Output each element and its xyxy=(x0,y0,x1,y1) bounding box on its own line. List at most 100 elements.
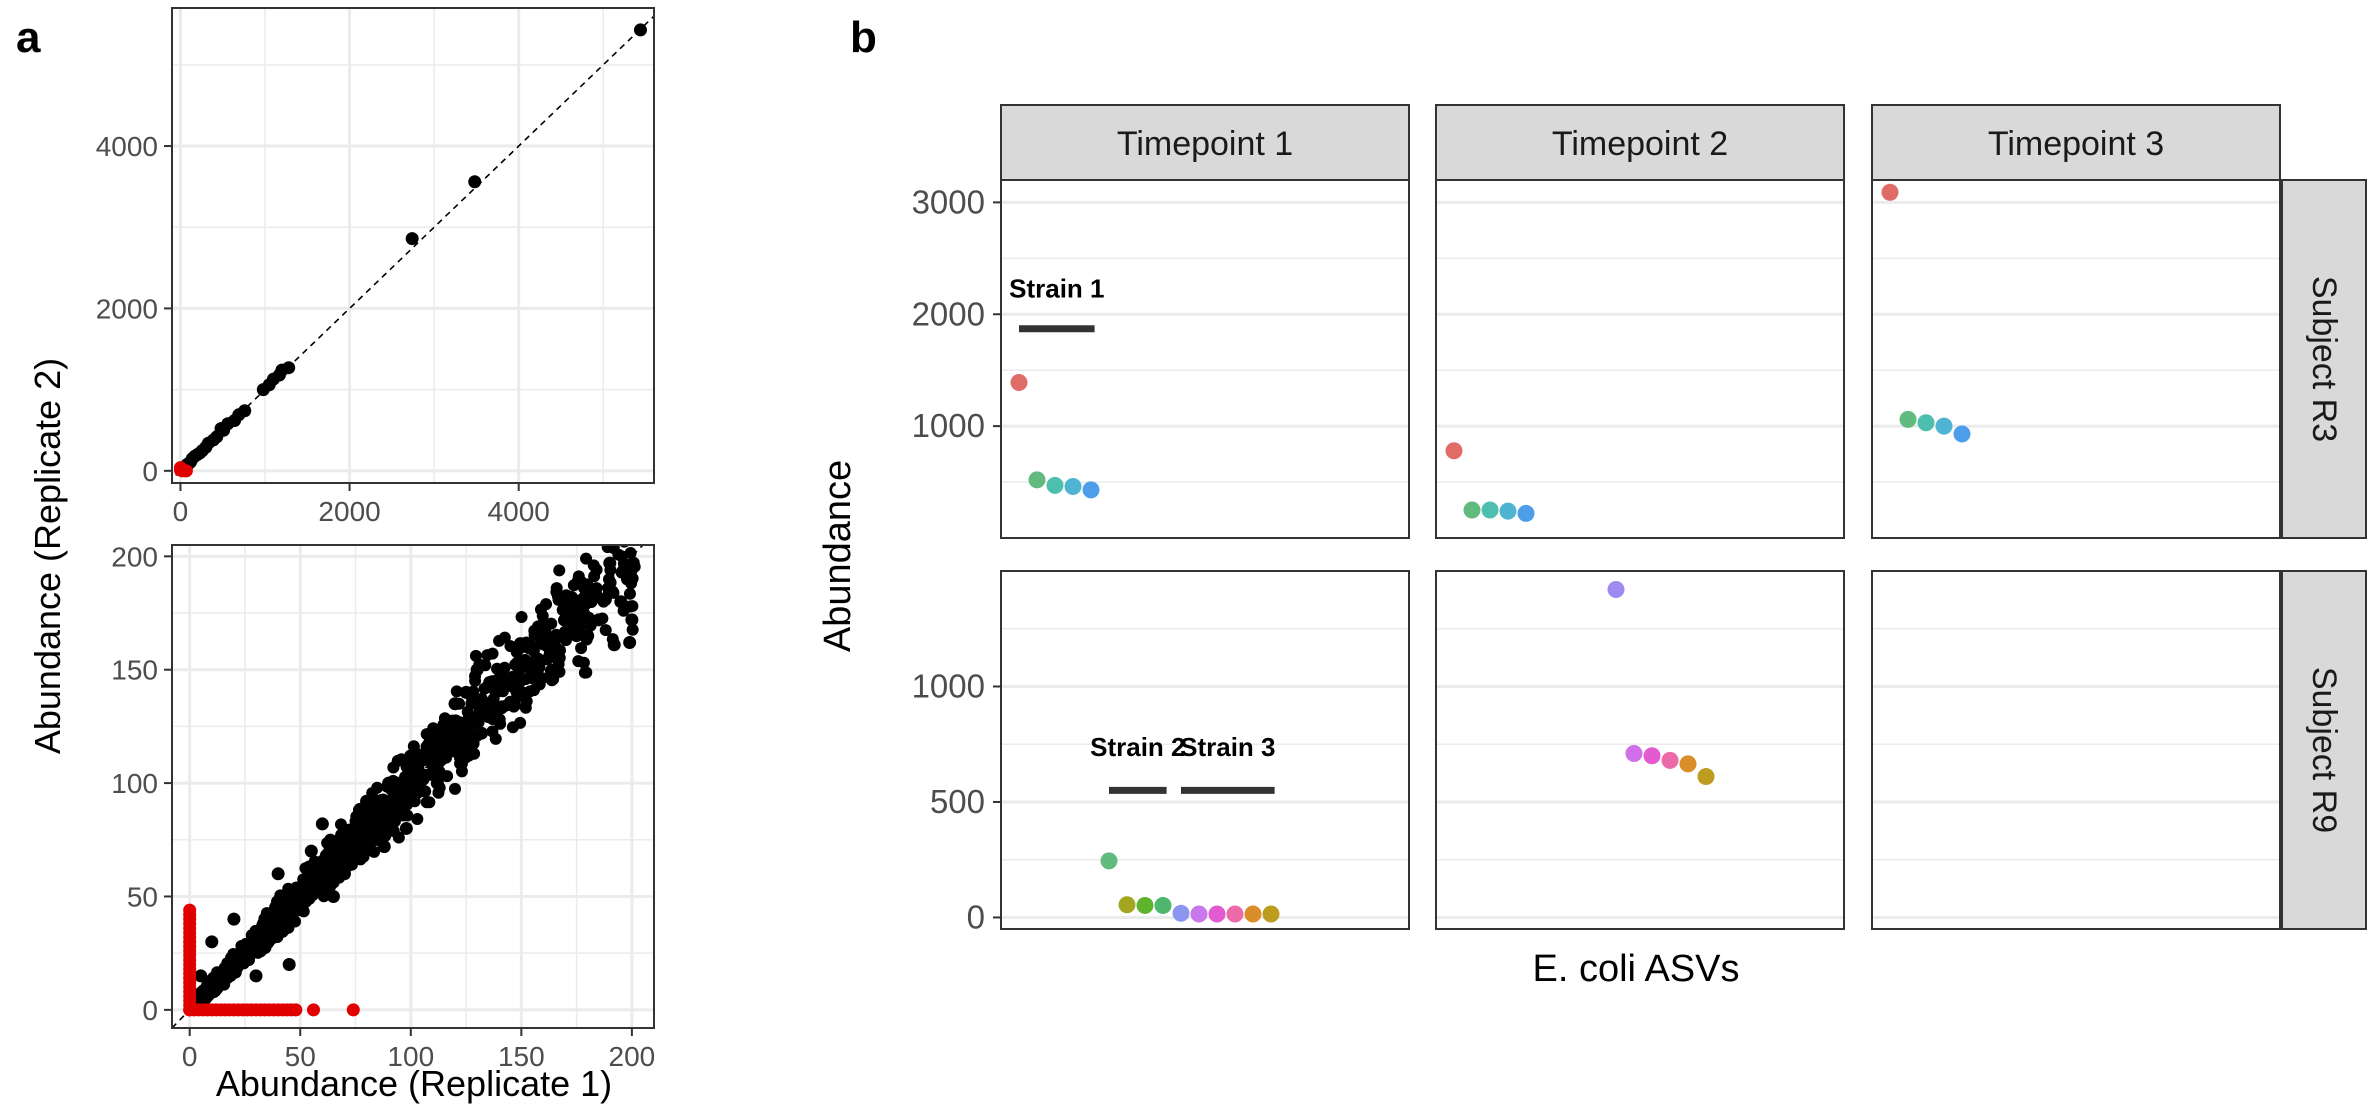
data-point xyxy=(319,873,332,886)
x-tick-label: 100 xyxy=(387,1041,434,1072)
data-point xyxy=(306,881,319,894)
data-point xyxy=(617,526,629,538)
asv-point xyxy=(1190,905,1208,923)
x-tick-label: 50 xyxy=(285,1041,316,1072)
data-point xyxy=(264,909,277,922)
facet-panel-border xyxy=(1871,570,2281,930)
asv-point xyxy=(1697,768,1715,786)
y-axis-label-b: Abundance xyxy=(817,460,859,652)
data-point xyxy=(601,545,614,554)
data-point xyxy=(490,686,503,699)
asv-point xyxy=(1481,501,1499,519)
data-point xyxy=(486,696,499,709)
data-point xyxy=(611,513,623,525)
data-point xyxy=(405,232,419,246)
asv-point xyxy=(1679,755,1697,773)
data-point xyxy=(419,785,432,798)
data-point xyxy=(290,881,303,894)
asv-point xyxy=(1935,417,1953,435)
data-point xyxy=(393,781,407,795)
data-point xyxy=(599,624,612,637)
data-point xyxy=(603,556,617,570)
row-strip xyxy=(2281,179,2367,539)
data-point xyxy=(620,487,632,499)
data-point xyxy=(308,855,321,868)
y-tick-label: 2000 xyxy=(96,293,158,324)
data-point xyxy=(534,603,547,616)
data-point xyxy=(519,701,532,714)
y-tick-label: 100 xyxy=(111,768,158,799)
asv-point xyxy=(1046,476,1064,494)
data-point xyxy=(451,720,464,733)
data-point xyxy=(194,969,208,983)
data-point xyxy=(450,685,463,698)
asv-point xyxy=(1082,481,1100,499)
x-tick-label: 2000 xyxy=(318,496,380,527)
data-point xyxy=(498,631,511,644)
data-point xyxy=(350,810,363,823)
y-tick-label: 1000 xyxy=(912,667,985,704)
data-point xyxy=(495,702,508,715)
excluded-point xyxy=(346,1003,360,1017)
asv-point xyxy=(1445,442,1463,460)
data-point xyxy=(256,383,270,397)
data-point xyxy=(387,761,400,774)
data-point xyxy=(514,685,528,699)
column-strip-label: Timepoint 2 xyxy=(1552,125,1728,163)
asv-point xyxy=(1899,410,1917,428)
data-point xyxy=(468,175,482,189)
excluded-point xyxy=(307,1003,321,1017)
data-point xyxy=(368,845,381,858)
data-point xyxy=(623,587,636,600)
x-tick-label: 150 xyxy=(498,1041,545,1072)
data-point xyxy=(553,665,566,678)
faceted-abundance-plot: Timepoint 1 Timepoint 2 Timepoint 3 1000 200… xyxy=(912,104,2367,935)
asv-point xyxy=(1064,478,1082,496)
data-point xyxy=(604,576,617,589)
facet-panel-bg xyxy=(1872,180,2280,538)
y-tick-label: 200 xyxy=(111,541,158,572)
facet-panel-bg xyxy=(1001,571,1409,929)
x-axis-label-b: E. coli ASVs xyxy=(1533,948,1740,990)
data-point xyxy=(592,613,606,627)
data-point xyxy=(548,640,562,654)
data-point xyxy=(499,674,513,688)
data-point xyxy=(626,530,638,542)
row-strip xyxy=(2281,570,2367,930)
data-point xyxy=(458,733,471,746)
data-point xyxy=(605,530,617,542)
data-point xyxy=(525,658,539,672)
x-tick-label: 4000 xyxy=(488,496,550,527)
data-point xyxy=(498,661,511,674)
row-strip-label: Subject R3 xyxy=(2305,276,2343,442)
data-point xyxy=(624,532,636,544)
data-point xyxy=(580,552,593,565)
asv-point xyxy=(1100,852,1118,870)
strain-label: Strain 2 xyxy=(1090,732,1185,762)
asv-point xyxy=(1136,896,1154,914)
excluded-point xyxy=(179,464,193,478)
data-point xyxy=(360,794,374,808)
data-point xyxy=(415,753,429,767)
data-point xyxy=(515,610,528,623)
asv-point xyxy=(1028,471,1046,489)
panel-label-b: b xyxy=(850,13,877,62)
facet-panel-border xyxy=(1435,179,1845,539)
data-point xyxy=(623,636,637,650)
data-point xyxy=(572,574,585,587)
data-point xyxy=(563,592,577,606)
asv-point xyxy=(1226,905,1244,923)
data-point xyxy=(459,685,473,699)
asv-point xyxy=(1010,373,1028,391)
strain-label: Strain 1 xyxy=(1009,273,1104,303)
data-point xyxy=(504,695,517,708)
data-point xyxy=(470,663,484,677)
data-point xyxy=(622,524,634,536)
data-point xyxy=(304,844,318,858)
data-point xyxy=(572,655,585,668)
data-point xyxy=(291,904,304,917)
data-point xyxy=(514,640,528,654)
data-point xyxy=(626,623,639,636)
asv-point xyxy=(1517,504,1535,522)
